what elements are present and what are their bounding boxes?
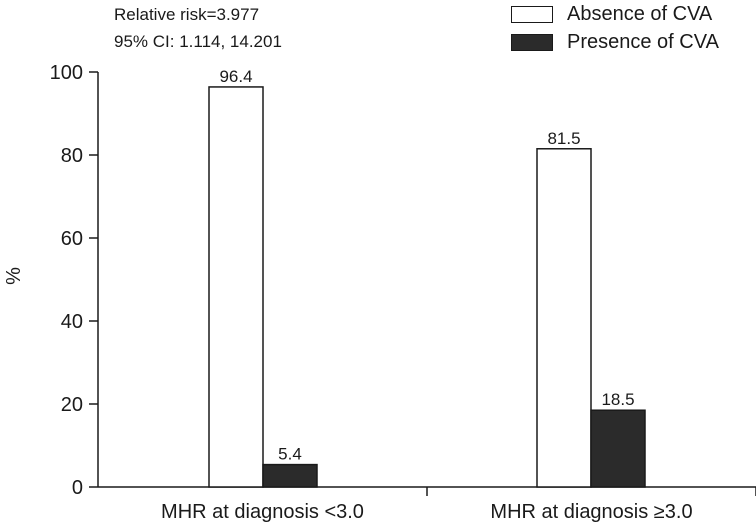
- bar-value-label: 96.4: [219, 67, 252, 86]
- legend-label-presence: Presence of CVA: [567, 30, 719, 53]
- bar-presence: [590, 409, 646, 488]
- bar-presence: [262, 463, 318, 488]
- bar-group: 96.4 81.5 5.4 18.5: [208, 67, 646, 488]
- bar-value-label: 81.5: [547, 129, 580, 148]
- bar-absence: [536, 148, 592, 488]
- y-tick-label: 60: [61, 228, 83, 250]
- legend-item-presence: Presence of CVA: [511, 30, 719, 54]
- y-axis-label: %: [3, 267, 25, 285]
- legend-label-absence: Absence of CVA: [567, 2, 713, 25]
- confidence-interval-annotation: 95% CI: 1.114, 14.201: [114, 32, 282, 51]
- y-tick-label: 80: [61, 145, 83, 167]
- y-tick-group: 0 20 40 60 80 100: [50, 62, 98, 499]
- x-tick-label: MHR at diagnosis ≥3.0: [490, 501, 692, 523]
- x-tick-group: MHR at diagnosis <3.0 MHR at diagnosis ≥3…: [161, 487, 756, 523]
- bar-absence: [208, 86, 264, 488]
- y-tick-label: 0: [72, 477, 83, 499]
- x-tick-label: MHR at diagnosis <3.0: [161, 501, 364, 523]
- y-tick-label: 20: [61, 394, 83, 416]
- y-tick-label: 100: [50, 62, 83, 84]
- bar-value-label: 5.4: [278, 445, 302, 464]
- legend-item-absence: Absence of CVA: [511, 2, 712, 26]
- bar-value-label: 18.5: [601, 390, 634, 409]
- legend-swatch-presence: [511, 33, 553, 51]
- legend-swatch-absence: [511, 5, 553, 23]
- y-tick-label: 40: [61, 311, 83, 333]
- relative-risk-annotation: Relative risk=3.977: [114, 5, 260, 24]
